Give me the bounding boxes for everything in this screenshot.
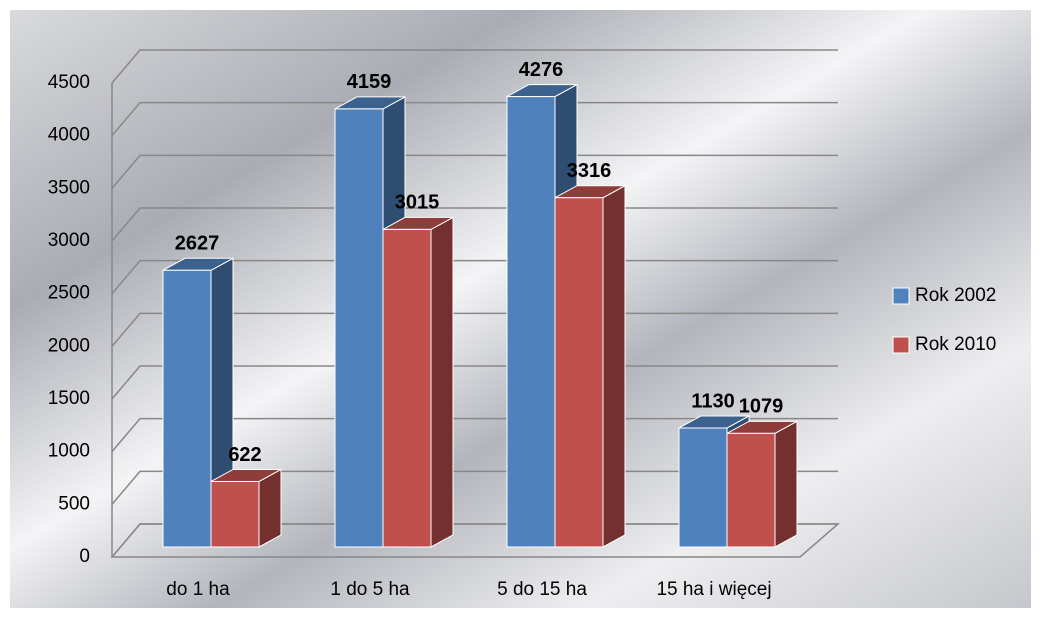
y-tick-label: 1000: [48, 441, 90, 462]
bar-side: [774, 420, 798, 548]
bar-side: [430, 216, 454, 548]
x-tick-label: 15 ha i więcej: [656, 579, 771, 600]
y-tick-label: 500: [58, 493, 90, 514]
bar-front: [334, 108, 384, 548]
legend-swatch: [892, 287, 910, 305]
value-label: 4159: [347, 71, 392, 93]
value-label: 4276: [519, 59, 564, 81]
bar-front: [210, 480, 260, 548]
x-tick-label: 1 do 5 ha: [330, 579, 410, 600]
grid-line: [111, 49, 838, 84]
bar: [726, 420, 798, 548]
value-label: 622: [228, 444, 261, 466]
bar-front: [726, 432, 776, 548]
x-tick-label: 5 do 15 ha: [497, 579, 587, 600]
y-tick-label: 1500: [48, 388, 90, 409]
y-tick-label: 4500: [48, 72, 90, 93]
bar: [554, 184, 626, 548]
legend-swatch: [892, 336, 910, 354]
value-label: 1079: [739, 396, 784, 418]
value-label: 3015: [395, 192, 440, 214]
y-tick-label: 3500: [48, 177, 90, 198]
y-tick-label: 2500: [48, 283, 90, 304]
bar-front: [554, 197, 604, 548]
grid-line: [111, 154, 838, 189]
bar: [210, 468, 282, 548]
value-label: 1130: [691, 390, 734, 412]
bar-front: [382, 228, 432, 548]
bar-front: [162, 269, 212, 548]
y-tick-label: 3000: [48, 230, 90, 251]
bar-side: [258, 468, 282, 548]
bar-side: [602, 184, 626, 548]
x-tick-label: do 1 ha: [166, 579, 230, 600]
y-tick-label: 2000: [48, 335, 90, 356]
bar-front: [678, 427, 728, 548]
y-tick-label: 4000: [48, 125, 90, 146]
value-label: 3316: [567, 160, 612, 182]
value-label: 2627: [175, 233, 220, 255]
grid-line: [111, 101, 838, 137]
legend-label: Rok 2002: [915, 285, 996, 306]
legend-label: Rok 2010: [915, 334, 996, 355]
bar-front: [506, 96, 556, 548]
y-tick-label: 0: [79, 546, 90, 567]
bar: [382, 216, 454, 548]
